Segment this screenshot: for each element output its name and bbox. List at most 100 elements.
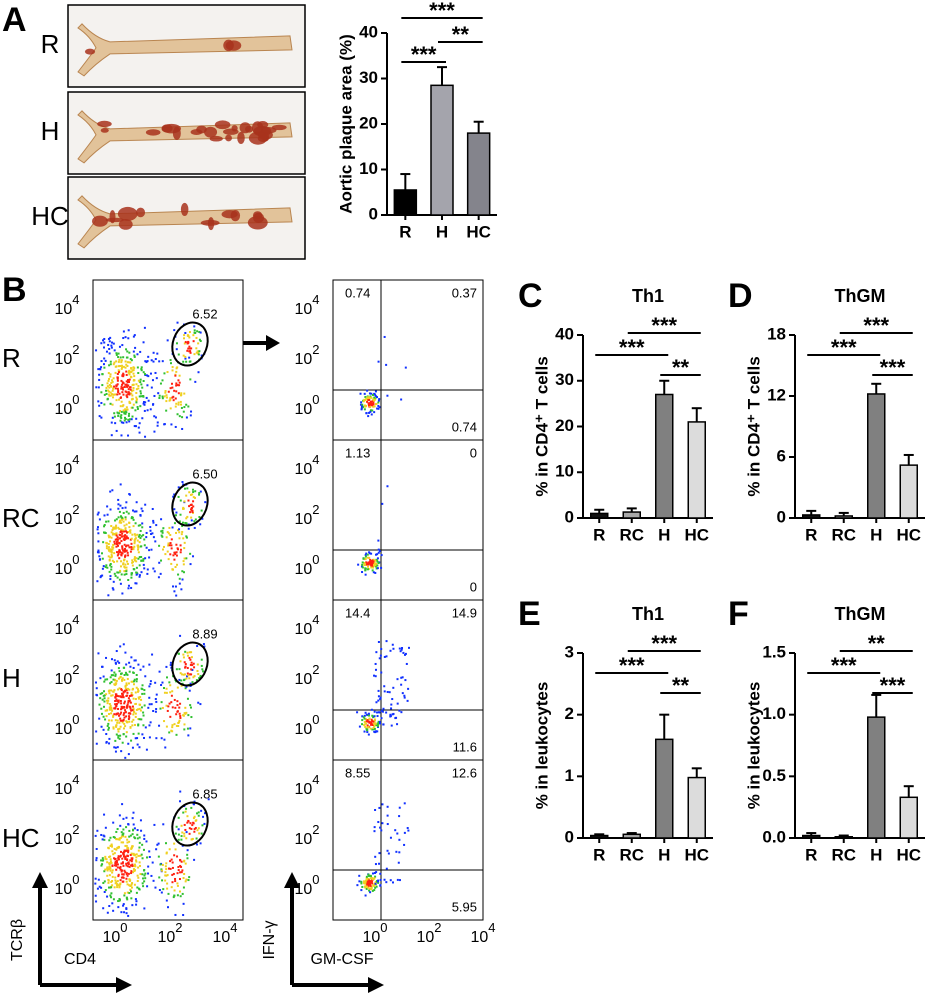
event-dot	[118, 398, 121, 401]
event-dot	[116, 884, 119, 887]
event-dot	[114, 678, 117, 681]
event-dot	[131, 857, 134, 860]
tick-base: 10	[54, 561, 72, 578]
event-dot	[151, 653, 154, 656]
event-dot	[190, 806, 193, 809]
event-dot	[377, 821, 380, 824]
event-dot	[121, 721, 124, 724]
event-dot	[120, 678, 123, 681]
event-dot	[126, 691, 129, 694]
event-dot	[122, 713, 125, 716]
event-dot	[159, 382, 162, 385]
event-dot	[190, 673, 193, 676]
event-dot	[111, 559, 114, 562]
event-dot	[189, 563, 192, 566]
event-dot	[177, 866, 180, 869]
event-dot	[177, 379, 180, 382]
event-dot	[131, 384, 134, 387]
event-dot	[110, 531, 113, 534]
event-dot	[139, 709, 142, 712]
event-dot	[368, 561, 371, 564]
event-dot	[401, 647, 404, 650]
event-dot	[131, 882, 134, 885]
event-dot	[128, 661, 131, 664]
event-dot	[171, 873, 174, 876]
event-dot	[143, 409, 146, 412]
event-dot	[135, 560, 138, 563]
event-dot	[164, 865, 167, 868]
event-dot	[139, 381, 142, 384]
event-dot	[400, 648, 403, 651]
event-dot	[132, 871, 135, 874]
event-dot	[104, 566, 107, 569]
event-dot	[123, 570, 126, 573]
event-dot	[124, 689, 127, 692]
event-dot	[388, 691, 391, 694]
tick-base: 10	[294, 511, 312, 528]
panel-label: A	[2, 1, 27, 39]
event-dot	[187, 714, 190, 717]
event-dot	[100, 886, 103, 889]
event-dot	[175, 367, 178, 370]
event-dot	[108, 352, 111, 355]
event-dot	[370, 566, 373, 569]
row-label: R	[2, 343, 21, 373]
event-dot	[131, 516, 134, 519]
event-dot	[195, 351, 198, 354]
event-dot	[182, 483, 185, 486]
tick-exponent: 2	[72, 662, 79, 677]
event-dot	[108, 559, 111, 562]
event-dot	[109, 855, 112, 858]
event-dot	[109, 676, 112, 679]
event-dot	[169, 664, 172, 667]
bar	[687, 776, 706, 839]
event-dot	[168, 848, 171, 851]
event-dot	[98, 378, 101, 381]
event-dot	[374, 855, 377, 858]
event-dot	[128, 386, 131, 389]
significance-label: ***	[651, 313, 677, 338]
tick-base: 10	[212, 929, 230, 946]
event-dot	[121, 857, 124, 860]
event-dot	[178, 668, 181, 671]
event-dot	[377, 407, 380, 410]
event-dot	[110, 565, 113, 568]
event-dot	[131, 746, 134, 749]
event-dot	[149, 408, 152, 411]
tick-base: 10	[294, 401, 312, 418]
event-dot	[130, 392, 133, 395]
event-dot	[138, 535, 141, 538]
y-tick-label: 40	[359, 22, 378, 41]
event-dot	[129, 665, 132, 668]
event-dot	[135, 396, 138, 399]
tick-exponent: 2	[312, 502, 319, 517]
row-label: HC	[2, 823, 40, 853]
event-dot	[99, 692, 102, 695]
event-dot	[185, 536, 188, 539]
event-dot	[179, 702, 182, 705]
bar	[590, 512, 609, 519]
event-dot	[118, 392, 121, 395]
event-dot	[109, 578, 112, 581]
event-dot	[135, 399, 138, 402]
event-dot	[372, 727, 375, 730]
event-dot	[138, 564, 141, 567]
event-dot	[127, 371, 130, 374]
event-dot	[156, 843, 159, 846]
event-dot	[184, 522, 187, 525]
event-dot	[116, 846, 119, 849]
event-dot	[135, 417, 138, 420]
event-dot	[378, 406, 381, 409]
event-dot	[385, 711, 388, 714]
event-dot	[186, 334, 189, 337]
event-dot	[127, 872, 130, 875]
event-dot	[406, 827, 409, 830]
event-dot	[96, 829, 99, 832]
event-dot	[370, 552, 373, 555]
event-dot	[108, 689, 111, 692]
event-dot	[98, 415, 101, 418]
event-dot	[374, 882, 377, 885]
event-dot	[377, 401, 380, 404]
event-dot	[128, 840, 131, 843]
event-dot	[125, 566, 128, 569]
